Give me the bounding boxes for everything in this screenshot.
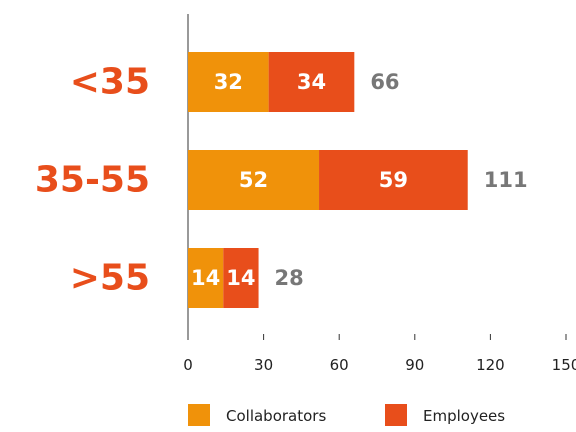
value-label: 59 — [379, 168, 408, 192]
bar-segment — [188, 248, 224, 308]
category-label: >55 — [70, 258, 150, 299]
bar-segment — [188, 52, 269, 112]
bar-segment — [268, 52, 355, 112]
bar-segment — [223, 248, 259, 308]
legend-swatch — [188, 404, 210, 426]
total-label: 66 — [370, 70, 399, 94]
legend-swatch — [385, 404, 407, 426]
value-label: 52 — [239, 168, 268, 192]
x-tick-label: 30 — [254, 356, 273, 374]
legend-label: Employees — [423, 407, 505, 425]
x-tick-label: 60 — [330, 356, 349, 374]
legend-label: Collaborators — [226, 407, 326, 425]
x-tick-label: 120 — [476, 356, 505, 374]
category-label: <35 — [70, 62, 150, 103]
bar-segment — [319, 150, 468, 210]
x-tick-label: 150 — [552, 356, 576, 374]
x-tick-label: 90 — [405, 356, 424, 374]
bar-segment — [188, 150, 320, 210]
value-label: 14 — [191, 266, 220, 290]
x-tick-label: 0 — [183, 356, 193, 374]
value-label: 34 — [297, 70, 326, 94]
total-label: 28 — [275, 266, 304, 290]
value-label: 14 — [226, 266, 255, 290]
value-label: 32 — [214, 70, 243, 94]
total-label: 111 — [484, 168, 528, 192]
category-label: 35-55 — [35, 160, 150, 201]
